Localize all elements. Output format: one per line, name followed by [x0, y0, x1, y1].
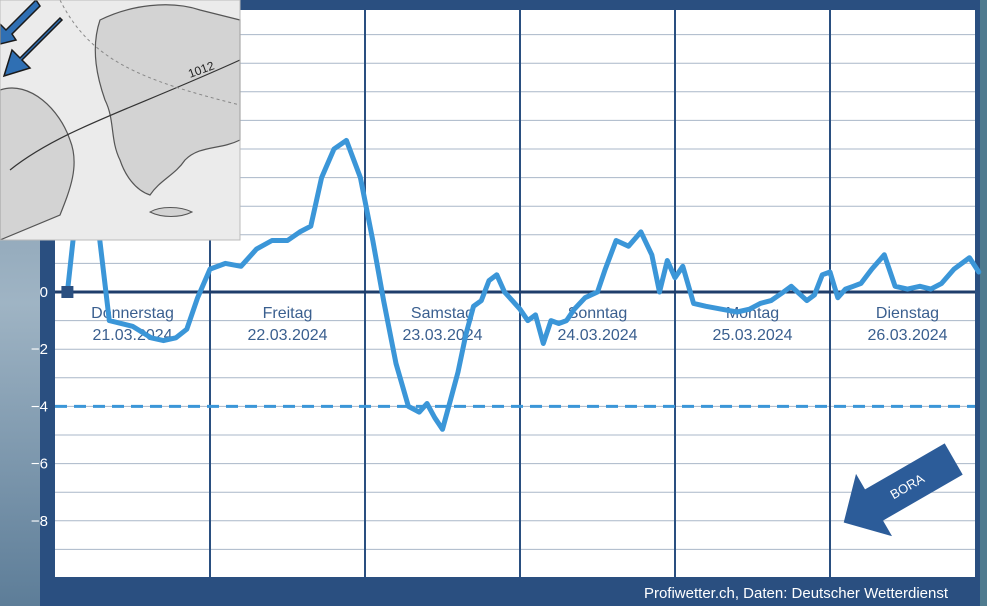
horizontal-gridlines	[55, 34, 975, 550]
inset-map-isobar	[9, 59, 241, 171]
inset-map-border	[0, 0, 241, 241]
bora-arrow: BORA	[843, 443, 963, 537]
inset-wind-arrow-icon	[0, 0, 41, 45]
inset-map-land	[0, 87, 75, 241]
day-name-label: Sonntag	[568, 305, 628, 322]
day-name-label: Dienstag	[876, 305, 939, 322]
series-line	[64, 137, 982, 432]
inset-map-wind-arrows	[0, 0, 64, 78]
day-name-label: Donnerstag	[91, 305, 174, 322]
bora-arrow-shape	[843, 443, 963, 537]
inset-map-land-east	[94, 4, 241, 196]
y-tick-label: −2	[31, 341, 48, 358]
photo-strip-right	[980, 0, 987, 606]
day-date-label: 26.03.2024	[867, 327, 947, 344]
y-tick-label: −6	[31, 456, 48, 473]
inset-map: 1012	[0, 0, 241, 241]
day-date-label: 25.03.2024	[712, 327, 792, 344]
y-tick-label: 0	[40, 284, 48, 301]
inset-wind-arrow-icon	[2, 16, 64, 78]
day-name-label: Freitag	[263, 305, 313, 322]
day-date-label: 22.03.2024	[247, 327, 327, 344]
day-date-label: 23.03.2024	[402, 327, 482, 344]
day-date-label: 24.03.2024	[557, 327, 637, 344]
day-labels: Donnerstag21.03.2024Freitag22.03.2024Sam…	[91, 305, 948, 344]
inset-map-island	[148, 207, 194, 217]
inset-map-isobar-2	[59, 0, 241, 106]
series-start-marker	[61, 286, 74, 298]
day-name-label: Samstag	[411, 305, 474, 322]
y-tick-label: −8	[31, 513, 48, 530]
source-credit: Profiwetter.ch, Daten: Deutscher Wetterd…	[644, 585, 949, 602]
y-tick-labels: −8 −6 −4 −2 0	[31, 284, 48, 530]
y-tick-label: −4	[31, 398, 48, 415]
